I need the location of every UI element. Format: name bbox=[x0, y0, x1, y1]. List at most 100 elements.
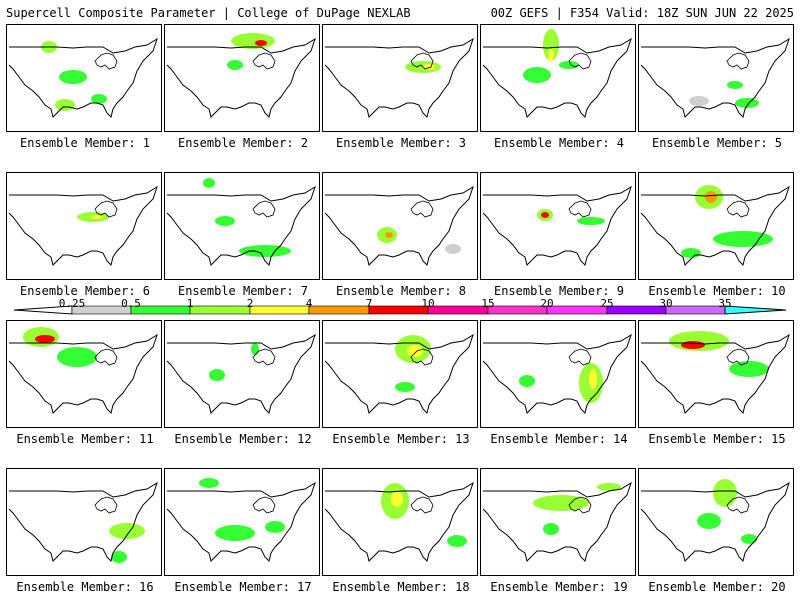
panel-label: Ensemble Member: 4 bbox=[493, 136, 625, 150]
panel-label: Ensemble Member: 14 bbox=[490, 432, 628, 446]
colorbar-high-arrow bbox=[724, 305, 787, 315]
scp-contour bbox=[548, 49, 554, 61]
ensemble-map-panel bbox=[638, 24, 794, 132]
ensemble-map-panel bbox=[322, 320, 478, 428]
great-lakes-outline bbox=[726, 200, 750, 218]
map-svg bbox=[482, 481, 632, 562]
scp-contour bbox=[109, 523, 145, 539]
scp-contour bbox=[597, 483, 621, 491]
us-outline bbox=[324, 185, 474, 266]
colorbar-tick-label: 1 bbox=[186, 297, 194, 310]
scp-contour bbox=[713, 479, 737, 507]
ensemble-map-panel bbox=[322, 24, 478, 132]
scp-contour bbox=[111, 551, 127, 563]
map-svg bbox=[166, 478, 316, 562]
great-lakes-outline bbox=[568, 496, 592, 514]
scp-contour bbox=[91, 215, 103, 219]
us-outline bbox=[640, 333, 790, 414]
ensemble-map-panel bbox=[322, 468, 478, 576]
us-outline bbox=[482, 185, 632, 266]
scp-contour bbox=[215, 216, 235, 226]
panel-label: Ensemble Member: 17 bbox=[174, 580, 312, 594]
ensemble-map-panel bbox=[6, 172, 162, 280]
us-outline bbox=[324, 333, 474, 414]
panel-label: Ensemble Member: 10 bbox=[648, 284, 786, 298]
us-outline bbox=[482, 333, 632, 414]
map-svg bbox=[640, 331, 790, 414]
panel-label: Ensemble Member: 9 bbox=[493, 284, 625, 298]
map-svg bbox=[482, 333, 632, 414]
great-lakes-outline bbox=[252, 348, 276, 366]
scp-contour bbox=[543, 523, 559, 535]
great-lakes-outline bbox=[568, 348, 592, 366]
map-title: Supercell Composite Parameter | College … bbox=[6, 6, 411, 20]
ensemble-map-panel bbox=[322, 172, 478, 280]
us-outline bbox=[324, 481, 474, 562]
panel-label: Ensemble Member: 8 bbox=[335, 284, 467, 298]
great-lakes-outline bbox=[94, 496, 118, 514]
great-lakes-outline bbox=[94, 200, 118, 218]
panel-label: Ensemble Member: 1 bbox=[19, 136, 151, 150]
great-lakes-outline bbox=[410, 348, 434, 366]
us-outline bbox=[166, 481, 316, 562]
us-outline bbox=[640, 481, 790, 562]
scp-contour bbox=[577, 217, 605, 225]
map-svg bbox=[8, 185, 158, 266]
us-outline bbox=[166, 37, 316, 118]
us-outline bbox=[640, 37, 790, 118]
map-svg bbox=[324, 333, 474, 414]
panel-label: Ensemble Member: 13 bbox=[332, 432, 470, 446]
scp-contour bbox=[407, 345, 423, 357]
us-outline bbox=[482, 481, 632, 562]
colorbar-segment bbox=[368, 305, 429, 315]
us-outline bbox=[482, 37, 632, 118]
scp-contour bbox=[91, 94, 107, 104]
scp-contour bbox=[541, 212, 549, 218]
scp-contour bbox=[543, 29, 559, 61]
great-lakes-outline bbox=[568, 52, 592, 70]
ensemble-map-panel bbox=[480, 320, 636, 428]
us-outline bbox=[324, 37, 474, 118]
colorbar-tick-label: 7 bbox=[365, 297, 373, 310]
map-svg bbox=[8, 481, 158, 563]
scp-contour bbox=[35, 335, 55, 343]
map-svg bbox=[324, 481, 474, 562]
colorbar-segment bbox=[665, 305, 726, 315]
ensemble-map-panel bbox=[164, 320, 320, 428]
colorbar-tick-label: 20 bbox=[540, 297, 554, 310]
colorbar-segment bbox=[249, 305, 310, 315]
map-svg bbox=[166, 333, 316, 414]
great-lakes-outline bbox=[94, 348, 118, 366]
scp-contour bbox=[681, 341, 705, 349]
scp-contour bbox=[251, 343, 259, 355]
map-svg bbox=[166, 33, 316, 118]
colorbar-segment bbox=[427, 305, 489, 315]
map-svg bbox=[324, 185, 474, 266]
map-svg bbox=[640, 479, 790, 562]
colorbar-tick-label: 10 bbox=[421, 297, 435, 310]
scp-contour bbox=[395, 382, 415, 392]
us-outline bbox=[166, 333, 316, 414]
map-svg bbox=[8, 37, 158, 118]
ensemble-map-panel bbox=[638, 320, 794, 428]
colorbar-segment bbox=[606, 305, 667, 315]
ensemble-map-panel bbox=[638, 468, 794, 576]
colorbar-tick-label: 15 bbox=[481, 297, 495, 310]
us-outline bbox=[8, 333, 158, 414]
great-lakes-outline bbox=[410, 200, 434, 218]
ensemble-map-panel bbox=[480, 24, 636, 132]
colorbar-segment bbox=[308, 305, 370, 315]
colorbar-tick-label: 2 bbox=[246, 297, 254, 310]
panel-label: Ensemble Member: 19 bbox=[490, 580, 628, 594]
great-lakes-outline bbox=[410, 496, 434, 514]
great-lakes-outline bbox=[568, 200, 592, 218]
great-lakes-outline bbox=[726, 496, 750, 514]
scp-contour bbox=[729, 361, 769, 377]
colorbar-tick-label: 0.5 bbox=[121, 297, 141, 310]
colorbar-segment bbox=[546, 305, 608, 315]
scp-contour bbox=[203, 178, 215, 188]
scp-contour bbox=[735, 98, 759, 108]
us-outline bbox=[8, 481, 158, 562]
color-scale-bar bbox=[13, 305, 787, 315]
great-lakes-outline bbox=[726, 52, 750, 70]
